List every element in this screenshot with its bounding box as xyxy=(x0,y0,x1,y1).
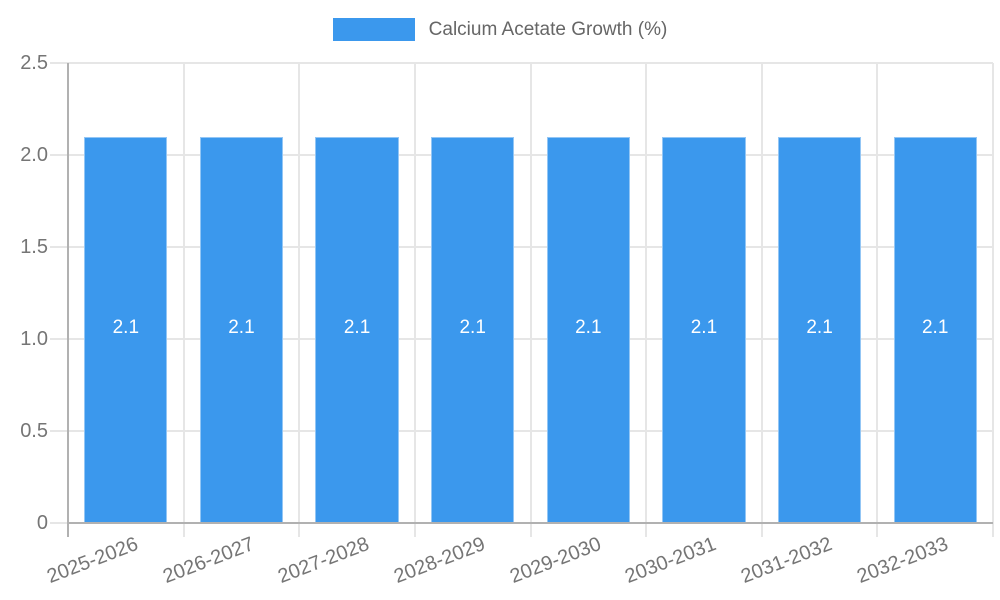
y-axis-line xyxy=(67,63,69,537)
x-tick-label: 2031-2032 xyxy=(737,533,836,588)
bar[interactable] xyxy=(199,136,284,523)
bar[interactable] xyxy=(777,136,862,523)
bar[interactable] xyxy=(315,136,399,523)
y-tick-label: 0.5 xyxy=(20,420,48,442)
x-tick-label: 2032-2033 xyxy=(853,533,951,588)
x-tick-label: 2029-2030 xyxy=(506,533,604,588)
legend-label: Calcium Acetate Growth (%) xyxy=(428,18,668,40)
x-gridline xyxy=(992,63,994,537)
bar[interactable] xyxy=(546,136,630,523)
bar[interactable] xyxy=(431,136,515,523)
x-gridline xyxy=(760,63,763,537)
y-gridline xyxy=(50,338,993,340)
bar-value-label: 2.1 xyxy=(228,316,255,338)
x-tick-label: 2025-2026 xyxy=(44,533,142,588)
x-gridline xyxy=(413,63,416,537)
x-tick-label: 2030-2031 xyxy=(622,533,720,588)
y-tick-label: 0 xyxy=(36,512,48,534)
y-gridline xyxy=(50,246,993,248)
y-gridline xyxy=(50,62,993,64)
bar[interactable] xyxy=(893,136,977,523)
bar-value-label: 2.1 xyxy=(343,316,371,338)
y-tick-label: 2.0 xyxy=(20,144,48,166)
y-gridline xyxy=(50,430,993,432)
legend-swatch-icon xyxy=(332,18,415,41)
y-tick-label: 1.5 xyxy=(20,236,48,258)
x-gridline xyxy=(645,63,648,537)
bar-value-label: 2.1 xyxy=(459,316,486,338)
x-gridline xyxy=(182,63,185,537)
bar-value-label: 2.1 xyxy=(690,316,718,338)
x-axis-line xyxy=(67,522,993,524)
y-gridline xyxy=(50,154,993,156)
x-gridline xyxy=(876,63,879,537)
bar-value-label: 2.1 xyxy=(112,316,140,338)
x-tick-label: 2026-2027 xyxy=(159,533,257,588)
bar[interactable] xyxy=(662,136,746,523)
x-gridline xyxy=(298,63,301,537)
x-gridline xyxy=(529,63,532,537)
x-tick-label: 2028-2029 xyxy=(391,533,489,588)
legend[interactable]: Calcium Acetate Growth (%) xyxy=(0,18,1000,41)
bar-value-label: 2.1 xyxy=(575,316,602,338)
bar-value-label: 2.1 xyxy=(806,316,833,338)
bar[interactable] xyxy=(84,136,168,523)
bar-value-label: 2.1 xyxy=(921,316,949,338)
y-tick-label: 1.0 xyxy=(20,328,48,350)
x-tick-label: 2027-2028 xyxy=(275,533,373,588)
y-tick-label: 2.5 xyxy=(20,52,48,74)
